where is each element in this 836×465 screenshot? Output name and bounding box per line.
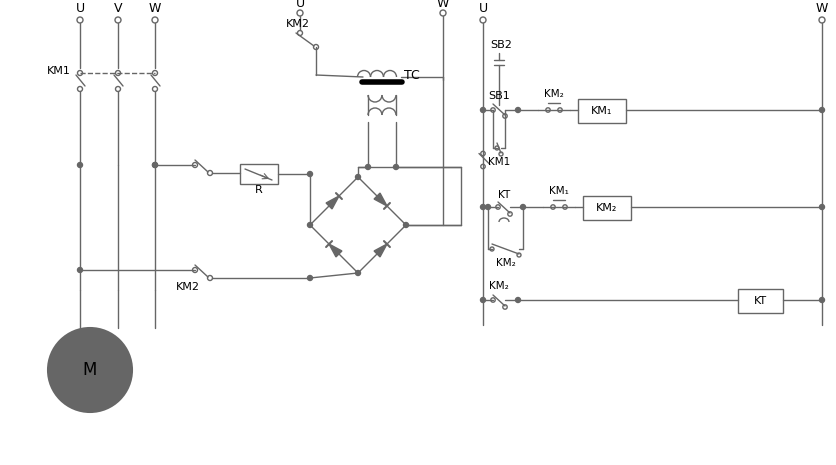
Circle shape (365, 165, 370, 170)
Circle shape (520, 205, 525, 210)
Text: W: W (436, 0, 449, 9)
Text: KM1: KM1 (47, 66, 71, 76)
Text: U: U (478, 1, 487, 14)
Text: V: V (114, 1, 122, 14)
Circle shape (818, 205, 823, 210)
Circle shape (307, 222, 312, 227)
Text: R: R (255, 185, 263, 195)
Text: KM₁: KM₁ (590, 106, 612, 116)
Circle shape (480, 298, 485, 303)
Text: SB1: SB1 (487, 91, 509, 101)
Text: SB2: SB2 (489, 40, 512, 50)
Text: KM1: KM1 (487, 157, 509, 167)
Text: W: W (815, 1, 827, 14)
Circle shape (152, 162, 157, 167)
Circle shape (355, 271, 360, 275)
Circle shape (403, 222, 408, 227)
Text: M: M (83, 361, 97, 379)
Text: KM₂: KM₂ (488, 281, 508, 291)
Polygon shape (374, 193, 386, 206)
Text: W: W (149, 1, 161, 14)
Circle shape (818, 298, 823, 303)
Circle shape (485, 205, 490, 210)
Circle shape (48, 328, 132, 412)
Polygon shape (326, 196, 339, 209)
Bar (737, 289, 782, 313)
Text: U: U (75, 1, 84, 14)
Bar (583, 196, 630, 220)
Circle shape (480, 205, 485, 210)
Text: KM₂: KM₂ (595, 203, 617, 213)
Circle shape (480, 107, 485, 113)
Bar (240, 164, 278, 184)
Circle shape (515, 298, 520, 303)
Polygon shape (374, 244, 386, 257)
Text: KM2: KM2 (176, 282, 200, 292)
Text: KT: KT (497, 190, 509, 200)
Text: KM₂: KM₂ (495, 258, 515, 268)
Circle shape (152, 162, 157, 167)
Circle shape (818, 107, 823, 113)
Circle shape (515, 107, 520, 113)
Text: KM2: KM2 (286, 19, 309, 29)
Text: TC: TC (404, 68, 420, 81)
Circle shape (78, 267, 83, 272)
Circle shape (78, 162, 83, 167)
Circle shape (355, 174, 360, 179)
Polygon shape (329, 244, 342, 257)
Text: KM₁: KM₁ (548, 186, 568, 196)
Circle shape (393, 165, 398, 170)
Text: KT: KT (753, 296, 766, 306)
Bar (578, 99, 625, 123)
Text: U: U (295, 0, 304, 9)
Circle shape (307, 275, 312, 280)
Text: KM₂: KM₂ (543, 89, 563, 99)
Circle shape (307, 172, 312, 177)
